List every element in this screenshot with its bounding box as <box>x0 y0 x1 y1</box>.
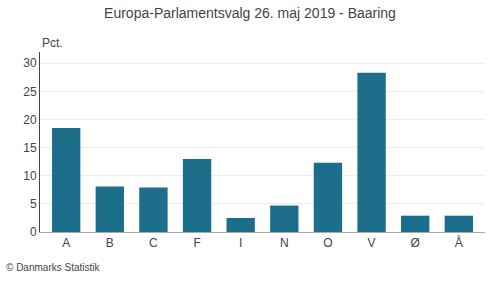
svg-text:I: I <box>239 236 242 250</box>
svg-text:Pct.: Pct. <box>42 36 63 50</box>
svg-text:5: 5 <box>30 197 37 211</box>
svg-text:0: 0 <box>30 225 37 239</box>
svg-text:Ø: Ø <box>411 236 420 250</box>
svg-text:N: N <box>280 236 289 250</box>
svg-text:15: 15 <box>23 141 37 155</box>
svg-text:10: 10 <box>23 169 37 183</box>
svg-text:Å: Å <box>455 235 463 250</box>
svg-text:O: O <box>323 236 332 250</box>
svg-text:Europa-Parlamentsvalg 26. maj: Europa-Parlamentsvalg 26. maj 2019 - Baa… <box>104 5 396 21</box>
svg-text:© Danmarks Statistik: © Danmarks Statistik <box>6 262 101 273</box>
svg-text:20: 20 <box>23 113 37 127</box>
svg-text:A: A <box>62 236 70 250</box>
svg-text:B: B <box>106 236 114 250</box>
svg-text:30: 30 <box>23 56 37 70</box>
svg-text:25: 25 <box>23 85 37 99</box>
svg-text:F: F <box>193 236 200 250</box>
svg-text:C: C <box>149 236 158 250</box>
svg-text:V: V <box>368 236 376 250</box>
